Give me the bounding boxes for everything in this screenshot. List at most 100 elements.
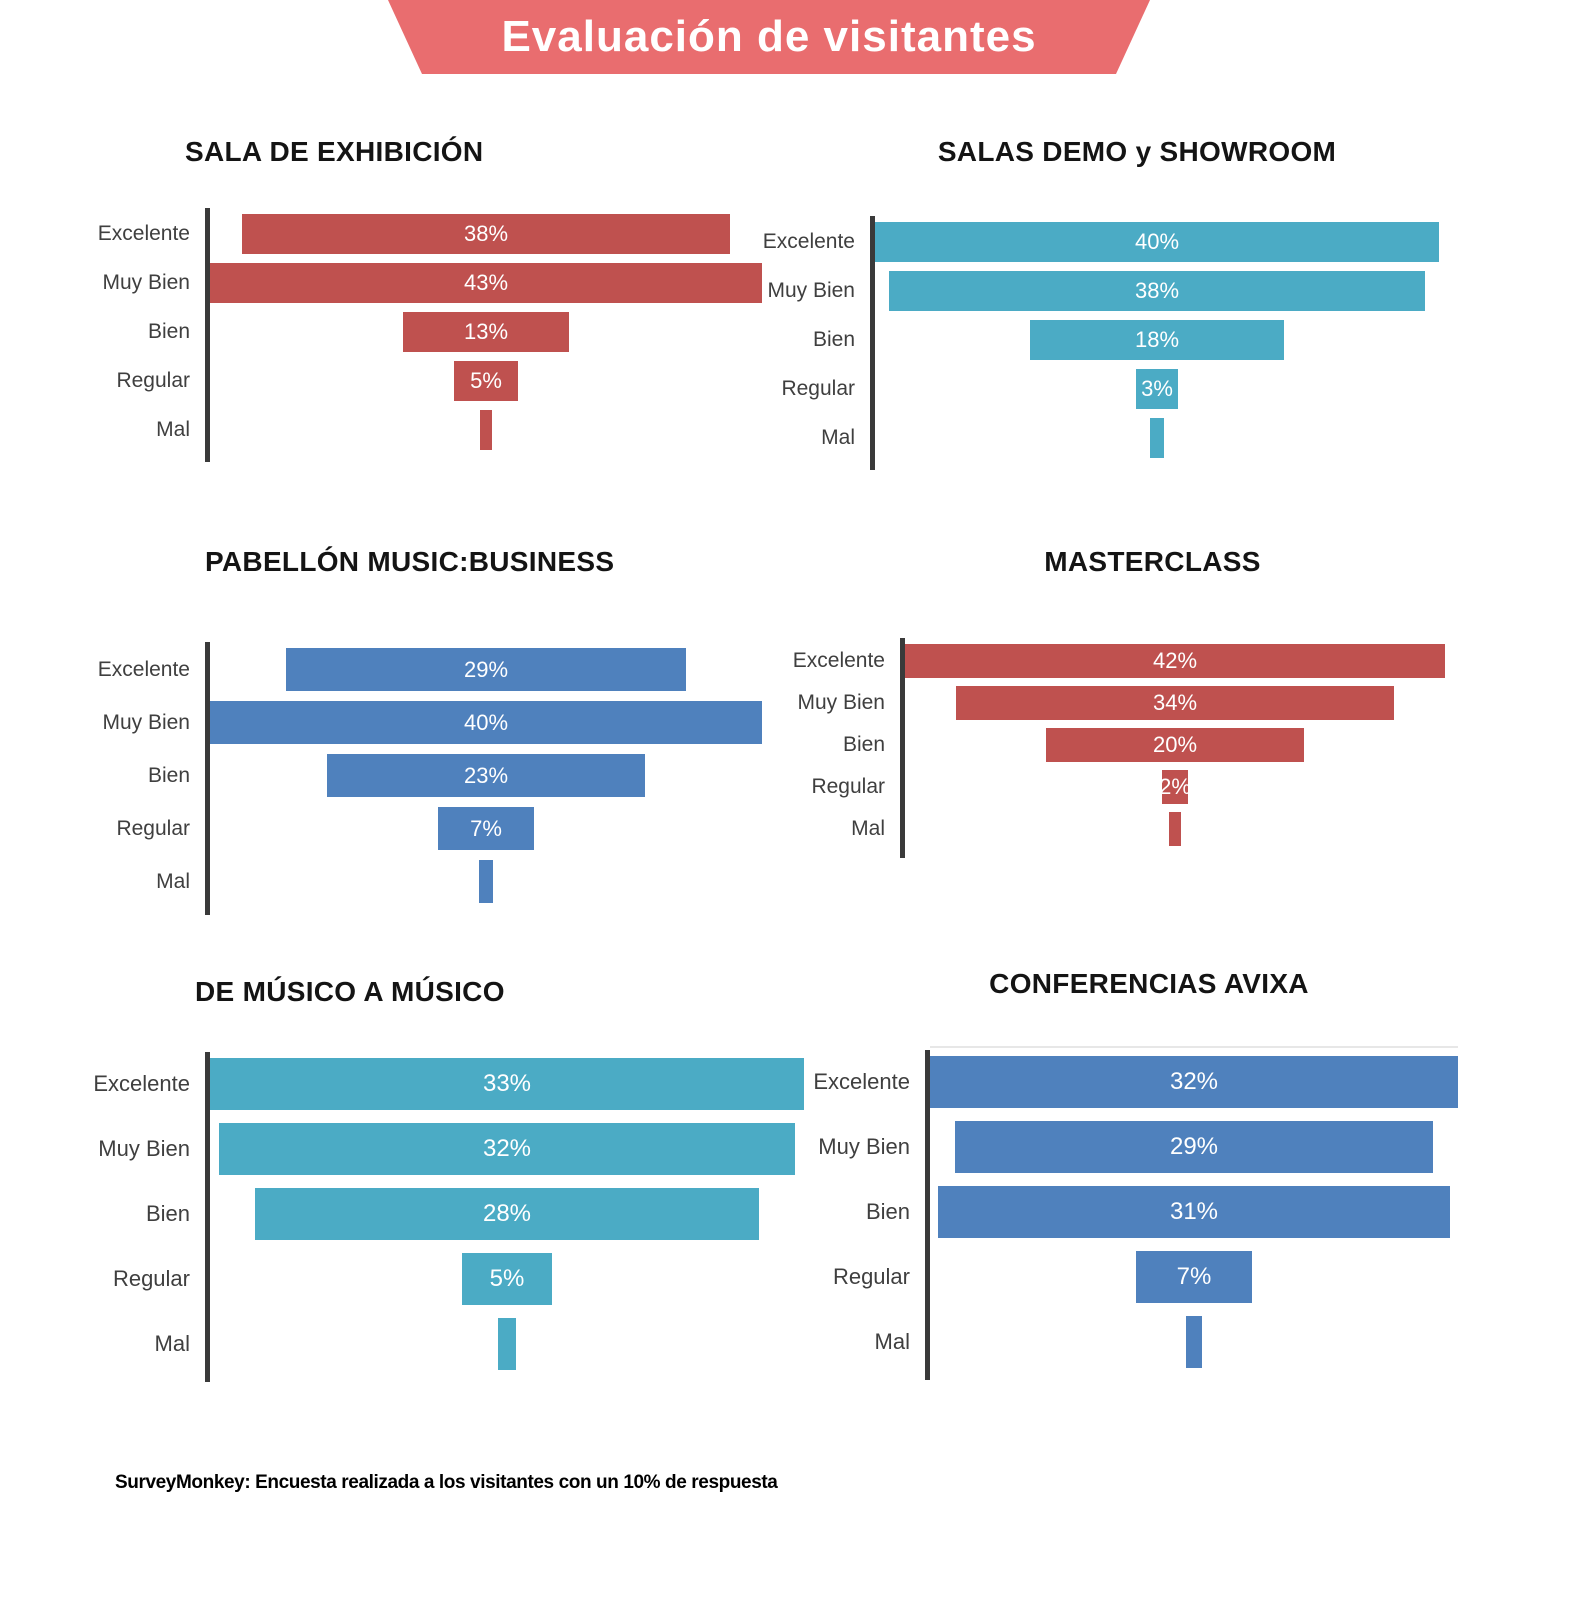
bar-track: 29% (210, 648, 762, 691)
bar: 34% (956, 686, 1394, 720)
funnel-row: Regular 7% (110, 807, 762, 850)
category-label: Mal (156, 418, 190, 441)
y-axis-line (900, 638, 905, 858)
chart-title: MASTERCLASS (1044, 546, 1261, 577)
bar-track (930, 1316, 1458, 1368)
funnel-row: Muy Bien 43% (102, 263, 762, 303)
bar (498, 1318, 516, 1370)
bar-value-label: 34% (1152, 690, 1198, 715)
category-label: Bien (842, 733, 885, 756)
funnel-row: Muy Bien 32% (98, 1123, 804, 1175)
category-label: Regular (832, 1264, 910, 1289)
bar (1149, 418, 1165, 458)
bar: 5% (453, 361, 519, 401)
bar: 31% (938, 1186, 1450, 1238)
bar-track: 5% (210, 1253, 804, 1305)
funnel-row: Regular 5% (110, 361, 762, 401)
bar: 40% (210, 701, 762, 744)
bar-value-label: 29% (1169, 1133, 1219, 1160)
y-axis-line (205, 1052, 210, 1382)
bar-track: 32% (210, 1123, 804, 1175)
bar: 23% (327, 754, 645, 797)
funnel-row: Mal (110, 1318, 804, 1370)
funnel-row: Mal (110, 860, 762, 903)
category-label: Excelente (97, 657, 190, 681)
funnel-plot: Excelente 32% Muy Bien 29% Bien 31% Regular 7% M… (813, 1046, 1458, 1380)
header-banner: Evaluación de visitantes (388, 0, 1150, 74)
category-label: Muy Bien (767, 279, 855, 302)
category-label: Mal (874, 1329, 910, 1354)
bar: 13% (402, 312, 570, 352)
bar-track: 31% (930, 1186, 1458, 1238)
category-label: Excelente (792, 649, 885, 672)
bar-value-label: 40% (1134, 229, 1180, 254)
bar-track: 40% (210, 701, 762, 744)
bar-track (210, 1318, 804, 1370)
bar-value-label: 29% (463, 656, 509, 682)
chart-title: DE MÚSICO A MÚSICO (195, 976, 505, 1007)
category-label: Muy Bien (797, 691, 885, 714)
bar: 28% (255, 1188, 759, 1240)
bar: 43% (210, 263, 762, 303)
funnel-row: Bien 28% (110, 1188, 804, 1240)
bar-track: 32% (930, 1056, 1458, 1108)
bar: 18% (1030, 320, 1284, 360)
funnel-row: Excelente 40% (762, 222, 1439, 262)
bar-value-label: 20% (1152, 732, 1198, 757)
funnel-row: Regular 2% (800, 770, 1445, 804)
bar-value-label: 40% (463, 709, 509, 735)
bar-track: 43% (210, 263, 762, 303)
bar: 40% (875, 222, 1439, 262)
funnel-row: Excelente 38% (98, 214, 762, 254)
bar-value-label: 23% (463, 762, 509, 788)
category-label: Muy Bien (98, 1136, 190, 1161)
category-label: Bien (147, 320, 190, 343)
chart-title: SALAS DEMO y SHOWROOM (937, 136, 1337, 167)
funnel-row: Mal (800, 812, 1445, 846)
category-label: Bien (812, 328, 855, 351)
funnel-row: Regular 3% (775, 369, 1439, 409)
page-title: Evaluación de visitantes (501, 12, 1037, 61)
funnel-row: Regular 7% (832, 1251, 1458, 1303)
bar-value-label: 7% (470, 815, 502, 841)
footer: SurveyMonkey: Encuesta realizada a los v… (115, 1472, 778, 1494)
bar: 7% (437, 807, 535, 850)
category-label: Regular (781, 377, 855, 400)
category-label: Regular (811, 775, 885, 798)
bar-value-label: 18% (1134, 327, 1180, 352)
y-axis-line (870, 216, 875, 470)
bar: 38% (889, 271, 1425, 311)
bar: 42% (905, 644, 1445, 678)
bar-track: 33% (210, 1058, 804, 1110)
funnel-row: Excelente 42% (792, 644, 1445, 678)
funnel-row: Muy Bien 38% (767, 271, 1439, 311)
funnel-row: Bien 31% (840, 1186, 1458, 1238)
chart-de-musico-a-musico: DE MÚSICO A MÚSICO Excelente 33% Muy Bien 32… (93, 976, 804, 1382)
bar-value-label: 2% (1159, 774, 1191, 799)
bar: 29% (954, 1121, 1434, 1173)
category-label: Mal (156, 869, 190, 893)
category-label: Bien (865, 1199, 910, 1224)
chart-salas-demo-y-showroom: SALAS DEMO y SHOWROOM Excelente 40% Muy Bie… (762, 136, 1439, 470)
funnel-row: Bien 23% (110, 754, 762, 797)
bar-value-label: 7% (1176, 1263, 1212, 1290)
category-label: Regular (116, 816, 190, 840)
bar: 3% (1135, 369, 1179, 409)
bar-track: 29% (930, 1121, 1458, 1173)
bar-value-label: 33% (482, 1070, 532, 1097)
funnel-plot: Excelente 38% Muy Bien 43% Bien 13% Regular 5% M… (98, 208, 762, 462)
bar: 38% (242, 214, 730, 254)
bar-value-label: 32% (482, 1135, 532, 1162)
category-label: Excelente (762, 230, 855, 253)
bar: 33% (210, 1058, 804, 1110)
bar-value-label: 32% (1169, 1068, 1219, 1095)
bar-value-label: 13% (463, 319, 509, 344)
bar-track: 40% (875, 222, 1439, 262)
bar: 5% (462, 1253, 552, 1305)
category-label: Excelente (813, 1069, 910, 1094)
funnel-row: Excelente 29% (97, 648, 762, 691)
bar-track: 42% (905, 644, 1445, 678)
bar-track (210, 410, 762, 450)
category-label: Regular (112, 1266, 190, 1291)
bar-track (210, 860, 762, 903)
